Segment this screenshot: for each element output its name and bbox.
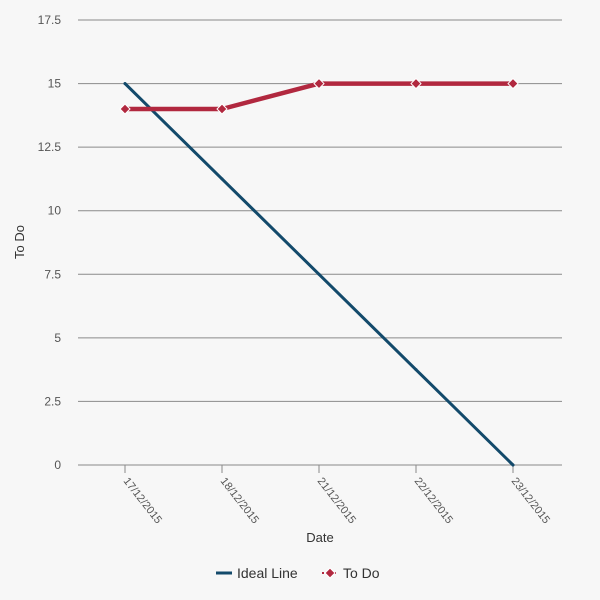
data-point[interactable]	[511, 463, 515, 467]
y-tick-label: 12.5	[38, 140, 62, 154]
legend-item-ideal-line[interactable]: Ideal Line	[216, 565, 298, 581]
data-point[interactable]	[317, 272, 321, 276]
x-tick-label: 21/12/2015	[315, 475, 358, 526]
legend[interactable]: Ideal Line To Do	[216, 565, 380, 581]
x-axis-ticks: 17/12/2015 18/12/2015 21/12/2015 22/12/2015…	[121, 465, 552, 526]
y-tick-label: 2.5	[44, 394, 61, 408]
series-ideal-line	[123, 82, 515, 467]
x-tick-label: 18/12/2015	[218, 475, 261, 526]
y-tick-label: 10	[48, 204, 62, 218]
grid-lines	[78, 19, 562, 466]
data-point[interactable]	[216, 103, 228, 115]
y-tick-label: 17.5	[38, 13, 62, 27]
series-to-do	[119, 77, 519, 115]
y-tick-label: 15	[48, 77, 62, 91]
y-tick-label: 7.5	[44, 267, 61, 281]
legend-label: To Do	[343, 565, 380, 581]
y-tick-label: 0	[54, 458, 61, 472]
x-axis-title: Date	[306, 530, 333, 545]
data-point[interactable]	[414, 368, 418, 372]
series-layer	[119, 77, 519, 467]
x-tick-label: 23/12/2015	[509, 475, 552, 526]
data-point[interactable]	[410, 77, 422, 90]
data-point[interactable]	[123, 82, 127, 86]
y-tick-label: 5	[54, 331, 61, 345]
y-axis-ticks: 0 2.5 5 7.5 10 12.5 15 17.5	[38, 13, 62, 472]
data-point[interactable]	[313, 77, 325, 90]
data-point[interactable]	[220, 177, 224, 181]
data-point[interactable]	[507, 77, 519, 90]
data-point[interactable]	[119, 103, 131, 115]
y-axis-title: To Do	[12, 225, 27, 259]
legend-label: Ideal Line	[237, 565, 298, 581]
legend-diamond-icon	[324, 567, 336, 579]
x-tick-label: 17/12/2015	[121, 475, 164, 526]
x-tick-label: 22/12/2015	[412, 475, 455, 526]
legend-item-to-do[interactable]: To Do	[322, 565, 380, 581]
